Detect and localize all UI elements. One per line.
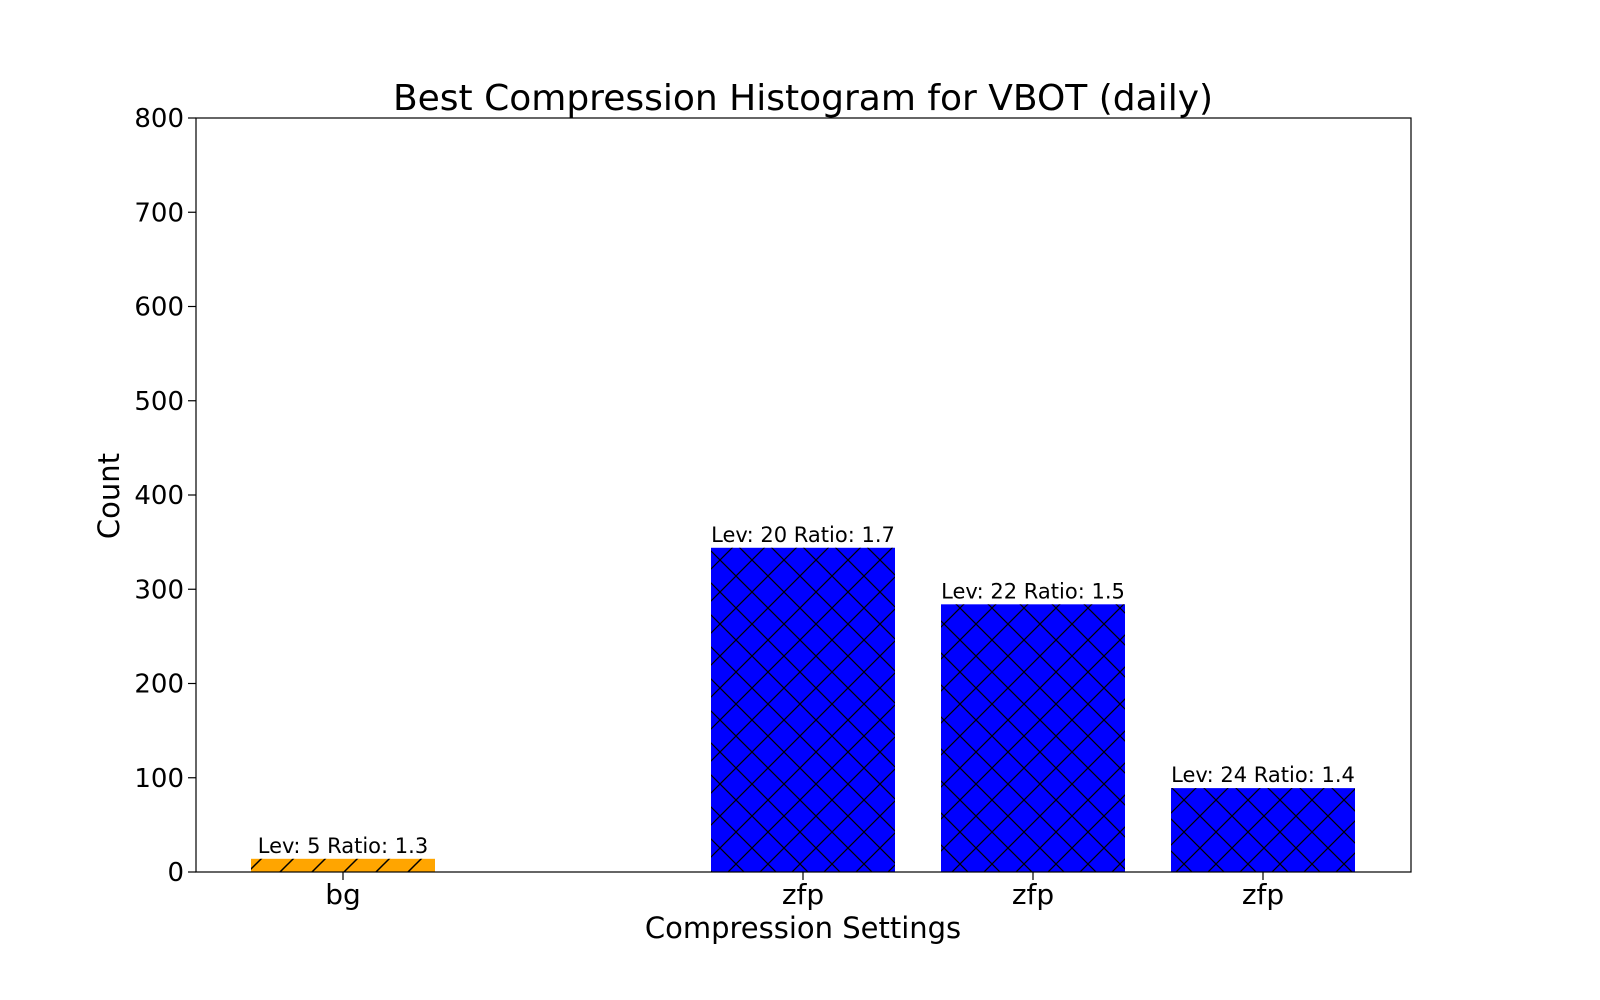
- bar-data-label: Lev: 24 Ratio: 1.4: [1171, 763, 1355, 787]
- x-tick-label: zfp: [1012, 878, 1054, 911]
- y-tick-label: 400: [134, 481, 184, 511]
- y-tick-label: 500: [134, 387, 184, 417]
- y-tick-label: 600: [134, 293, 184, 323]
- y-axis-ticks: 0 100 200 300 400 500 600 700 800: [134, 104, 196, 888]
- bars: [251, 547, 1355, 872]
- y-tick-label: 300: [134, 575, 184, 605]
- x-tick-label: zfp: [782, 878, 824, 911]
- plot-frame: [195, 117, 1412, 873]
- x-tick-label: zfp: [1242, 878, 1284, 911]
- y-tick-label: 100: [134, 764, 184, 794]
- bar-data-label: Lev: 22 Ratio: 1.5: [941, 579, 1125, 603]
- bar-data-label: Lev: 5 Ratio: 1.3: [258, 834, 428, 858]
- x-tick-label: bg: [325, 878, 361, 911]
- y-tick-label: 200: [134, 670, 184, 700]
- x-axis-label: Compression Settings: [645, 911, 961, 945]
- bar-hatch: [251, 858, 435, 872]
- data-labels: Lev: 5 Ratio: 1.3 Lev: 20 Ratio: 1.7 Lev: …: [258, 523, 1355, 858]
- y-tick-label: 700: [134, 198, 184, 228]
- bar-hatch: [1171, 788, 1355, 872]
- y-tick-label: 800: [134, 104, 184, 134]
- bar-hatch: [941, 604, 1125, 872]
- y-axis-label: Count: [92, 453, 126, 539]
- bar-hatch: [711, 547, 895, 872]
- chart-title: Best Compression Histogram for VBOT (dai…: [393, 78, 1213, 119]
- x-axis-ticks: bg zfp zfp zfp: [325, 872, 1284, 911]
- bar-data-label: Lev: 20 Ratio: 1.7: [711, 523, 895, 547]
- y-tick-label: 0: [167, 858, 184, 888]
